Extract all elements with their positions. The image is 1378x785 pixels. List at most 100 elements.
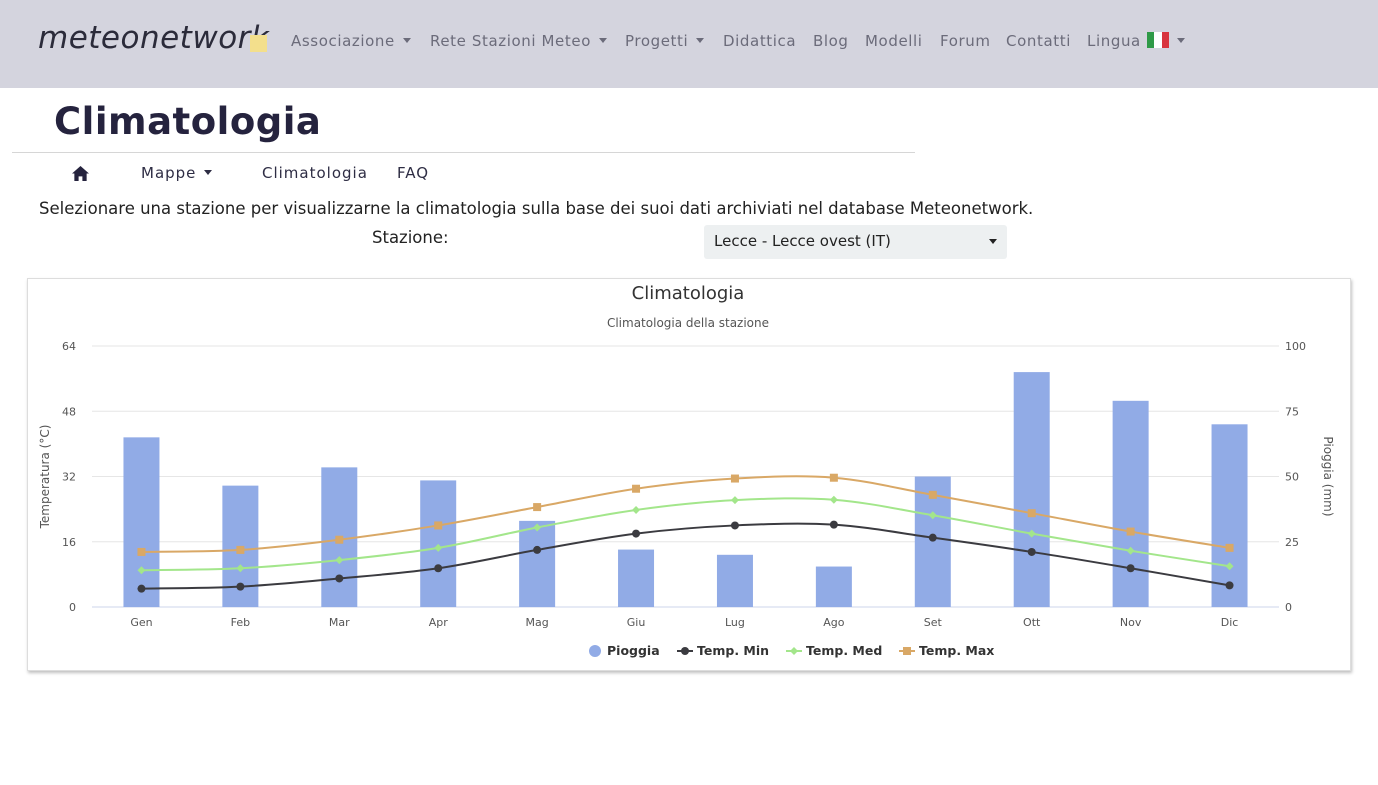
subnav-item-mappe[interactable]: Mappe — [141, 164, 213, 182]
rain-bar — [716, 554, 753, 607]
nav-item-forum[interactable]: Forum — [940, 32, 991, 50]
nav-label: Lingua — [1087, 32, 1141, 50]
temp-max-point — [434, 521, 443, 530]
legend-symbol — [681, 647, 689, 655]
temp-med-point — [335, 556, 344, 565]
chevron-down-icon — [402, 38, 411, 43]
x-tick-label: Gen — [130, 616, 152, 629]
temp-min-point — [632, 529, 641, 538]
temp-med-line — [141, 497, 1230, 572]
chart-subtitle: Climatologia della stazione — [607, 316, 769, 330]
temp-med-point — [730, 496, 739, 505]
chevron-down-icon — [696, 38, 705, 43]
temp-min-point — [1225, 581, 1234, 590]
legend-temp-med: Temp. Med — [806, 643, 882, 658]
brand-logo[interactable]: meteonetwork — [38, 20, 270, 56]
nav-item-modelli[interactable]: Modelli — [865, 32, 923, 50]
nav-item-rete-stazioni-meteo[interactable]: Rete Stazioni Meteo — [430, 32, 607, 50]
temp-max-point — [236, 545, 245, 554]
x-tick-label: Mar — [329, 616, 350, 629]
temp-max-point — [533, 503, 542, 512]
temp-max-point — [928, 490, 937, 499]
subnav-item-climatologia[interactable]: Climatologia — [262, 164, 368, 182]
temp-med-point — [928, 511, 937, 520]
legend-pioggia: Pioggia — [607, 643, 660, 658]
y-left-tick-label: 16 — [62, 536, 76, 549]
chevron-down-icon — [598, 38, 607, 43]
rain-bar — [815, 566, 852, 607]
temp-min-line — [141, 522, 1230, 590]
rain-bar — [1013, 372, 1050, 607]
temp-med-point — [137, 566, 146, 575]
y-right-tick-label: 25 — [1285, 536, 1299, 549]
temp-med-point — [434, 543, 443, 552]
y-right-tick-label: 0 — [1285, 601, 1292, 614]
nav-item-progetti[interactable]: Progetti — [625, 32, 705, 50]
nav-item-blog[interactable]: Blog — [813, 32, 849, 50]
y-left-tick-label: 64 — [62, 340, 76, 353]
x-tick-label: Mag — [526, 616, 549, 629]
subnav-item-faq[interactable]: FAQ — [397, 164, 430, 182]
x-tick-label: Apr — [429, 616, 449, 629]
y-left-tick-label: 32 — [62, 471, 76, 484]
temp-min-point — [829, 520, 838, 529]
nav-item-associazione[interactable]: Associazione — [291, 32, 411, 50]
temp-max-point — [137, 547, 146, 556]
temp-min-point — [1126, 564, 1135, 573]
legend-temp-max: Temp. Max — [919, 643, 994, 658]
temp-min-point — [335, 574, 344, 583]
y-left-axis-title: Temperatura (°C) — [38, 425, 52, 530]
nav-label: Associazione — [291, 32, 395, 50]
nav-item-didattica[interactable]: Didattica — [723, 32, 797, 50]
x-tick-label: Dic — [1221, 616, 1239, 629]
x-tick-label: Set — [924, 616, 943, 629]
legend-symbol — [903, 647, 911, 655]
temp-med-point — [632, 505, 641, 514]
y-left-tick-label: 48 — [62, 405, 76, 418]
temp-max-point — [632, 484, 641, 493]
x-tick-label: Ago — [823, 616, 845, 629]
chevron-down-icon — [204, 170, 213, 175]
y-right-tick-label: 50 — [1285, 471, 1299, 484]
nav-item-contatti[interactable]: Contatti — [1006, 32, 1071, 50]
rain-bar — [519, 520, 556, 607]
home-icon[interactable] — [71, 165, 90, 182]
chart-title: Climatologia — [632, 283, 745, 304]
temp-min-point — [1027, 547, 1036, 556]
y-right-tick-label: 100 — [1285, 340, 1306, 353]
rain-bar — [123, 437, 160, 607]
rain-bar — [618, 549, 655, 607]
y-right-tick-label: 75 — [1285, 405, 1299, 418]
temp-med-point — [533, 523, 542, 532]
chevron-down-icon — [1176, 38, 1185, 43]
chevron-down-icon — [989, 239, 997, 244]
temp-min-point — [236, 582, 245, 591]
y-left-tick-label: 0 — [69, 601, 76, 614]
x-tick-label: Giu — [627, 616, 646, 629]
brand-square-icon — [250, 35, 267, 52]
x-tick-label: Lug — [725, 616, 745, 629]
x-tick-label: Feb — [231, 616, 250, 629]
x-tick-label: Ott — [1023, 616, 1041, 629]
temp-max-point — [335, 535, 344, 544]
title-divider — [12, 152, 915, 153]
top-navbar: meteonetwork Associazione Rete Stazioni … — [0, 0, 1378, 88]
y-right-axis-title: Pioggia (mm) — [1321, 436, 1335, 516]
temp-max-point — [1126, 527, 1135, 536]
temp-min-point — [730, 521, 739, 530]
climate-chart-card: Climatologia Climatologia della stazione 0… — [27, 278, 1351, 671]
temp-min-point — [137, 584, 146, 593]
temp-min-point — [434, 564, 443, 573]
temp-med-point — [236, 564, 245, 573]
nav-label: Progetti — [625, 32, 689, 50]
legend-temp-min: Temp. Min — [697, 643, 769, 658]
temp-med-point — [1225, 562, 1234, 571]
temp-max-point — [829, 473, 838, 482]
rain-bar — [1211, 424, 1248, 607]
temp-min-point — [928, 533, 937, 542]
station-selected-value: Lecce - Lecce ovest (IT) — [714, 232, 891, 250]
temp-med-point — [1027, 529, 1036, 538]
station-select[interactable]: Lecce - Lecce ovest (IT) — [704, 225, 1007, 259]
temp-max-point — [730, 474, 739, 483]
nav-item-lingua[interactable]: Lingua — [1087, 32, 1185, 50]
